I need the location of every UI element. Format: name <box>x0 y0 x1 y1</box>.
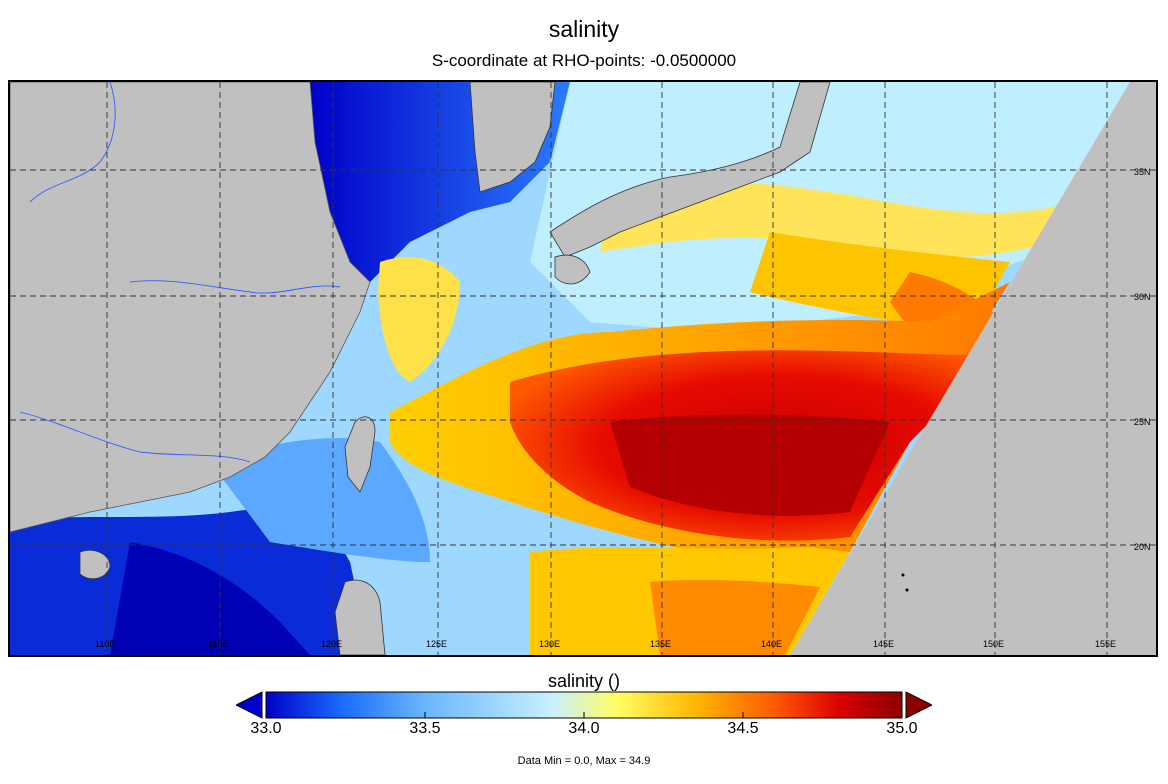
colorbar-max-arrow <box>905 691 934 719</box>
lon-label: 125E <box>426 639 448 649</box>
luzon-island <box>334 579 386 655</box>
river-line <box>29 82 116 203</box>
river-line <box>129 280 341 294</box>
luzon-strait-waters <box>210 438 430 562</box>
colorbar-tick-label: 33.5 <box>409 720 441 737</box>
island-marker <box>901 573 905 577</box>
lon-label: 145E <box>873 639 895 649</box>
lon-label: 130E <box>539 639 561 649</box>
max-salinity-core <box>610 414 890 516</box>
china-mainland <box>10 82 371 533</box>
colorbar-title: salinity () <box>547 671 620 691</box>
lat-label: 20N <box>1134 542 1151 552</box>
korea-peninsula <box>469 82 556 193</box>
colorbar-svg <box>234 691 934 719</box>
kuroshio-extension-band <box>600 182 1070 258</box>
lon-label: 140E <box>761 639 783 649</box>
colorbar-tick-label: 35.0 <box>886 720 918 737</box>
out-of-domain-region <box>790 82 1156 655</box>
south-china-sea-core <box>110 542 310 655</box>
taiwan-island <box>344 416 376 493</box>
southern-orange-patch <box>650 579 820 655</box>
graticule <box>10 82 1156 655</box>
lon-label: 150E <box>983 639 1005 649</box>
data-range-note: Data Min = 0.0, Max = 34.9 <box>517 755 651 767</box>
island-marker <box>905 588 909 592</box>
lon-label: 120E <box>321 639 343 649</box>
river-line <box>19 411 251 463</box>
lat-label: 30N <box>1134 292 1151 302</box>
kyushu-island <box>554 254 591 285</box>
lat-label: 35N <box>1134 167 1151 177</box>
plot-subtitle: S-coordinate at RHO-points: -0.0500000 <box>431 51 737 70</box>
lon-label: 155E <box>1095 639 1117 649</box>
colorbar-tick-label: 33.0 <box>250 720 282 737</box>
colorbar-ticks <box>265 712 903 718</box>
lat-label: 25N <box>1134 417 1151 427</box>
lon-label: 135E <box>650 639 672 649</box>
colorbar <box>234 690 934 720</box>
lon-label: 115E <box>208 639 229 649</box>
lon-label: 110E <box>95 639 116 649</box>
east-china-sea-yellow <box>378 257 460 382</box>
hainan-island <box>79 550 111 580</box>
map-canvas <box>10 82 1156 655</box>
plot-title: salinity <box>548 16 620 42</box>
colorbar-tick-label: 34.0 <box>568 720 600 737</box>
salinity-map: 110E 115E 120E 125E 130E 135E 140E 145E … <box>8 80 1158 657</box>
colorbar-min-arrow <box>234 691 263 719</box>
colorbar-tick-label: 34.5 <box>727 720 759 737</box>
